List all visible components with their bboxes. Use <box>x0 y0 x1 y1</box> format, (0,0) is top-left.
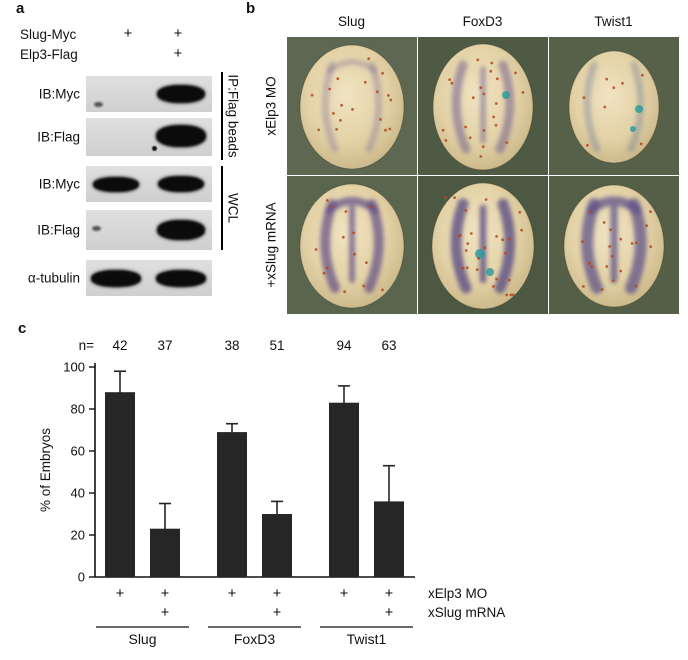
bracket-label-ip-flag-beads: IP:Flag beads <box>225 74 241 158</box>
bar <box>105 392 135 577</box>
n-value: 42 <box>112 338 127 353</box>
blot-image <box>86 210 212 250</box>
bracket-line <box>221 72 223 160</box>
embryo-image <box>549 176 679 314</box>
bar <box>329 402 359 577</box>
y-tick-label: 80 <box>71 402 85 417</box>
condition-label-slug-myc: Slug-Myc <box>20 27 77 42</box>
plus-mark: + <box>385 605 393 621</box>
plus-sign: + <box>123 26 133 42</box>
group-label: Slug <box>128 631 156 647</box>
embryo-image <box>287 176 417 314</box>
blot-image <box>86 118 212 156</box>
protein-band <box>158 176 204 192</box>
protein-band <box>157 85 205 103</box>
embryo-image <box>418 176 548 314</box>
plus-sign: + <box>173 26 183 42</box>
y-tick-label: 40 <box>71 486 85 501</box>
plus-mark: + <box>273 605 281 621</box>
plus-mark: + <box>116 586 124 602</box>
embryo-image <box>549 37 679 175</box>
n-value: 63 <box>381 338 396 353</box>
n-value: 51 <box>269 338 284 353</box>
condition-row-label: xElp3 MO <box>428 586 487 601</box>
embryo-photo <box>287 176 417 314</box>
blot-antibody-label: IB:Flag <box>37 129 80 145</box>
bar-chart: 0 20 40 60 80 100 % of Embryos n= 42 37 38 51 94 63 + +… <box>38 338 505 647</box>
condition-row-label: xSlug mRNA <box>428 605 505 620</box>
blot-row: α-tubulin <box>18 260 218 296</box>
embryo-photo <box>418 176 548 314</box>
y-axis-title: % of Embryos <box>38 428 53 512</box>
panel-c-label: c <box>18 320 27 337</box>
embryo-photo <box>418 37 548 175</box>
blot-row: IB:Myc <box>18 76 218 112</box>
plus-mark: + <box>161 605 169 621</box>
blot-row: IB:Myc <box>18 166 218 202</box>
y-tick-label: 60 <box>71 444 85 459</box>
group-label: FoxD3 <box>234 631 275 647</box>
column-header-foxd3: FoxD3 <box>462 14 503 29</box>
column-header-twist1: Twist1 <box>594 14 633 29</box>
protein-band <box>156 125 206 147</box>
blot-speck <box>152 146 157 151</box>
embryo-photo <box>549 37 679 175</box>
blot-antibody-label: IB:Flag <box>37 222 80 238</box>
blot-antibody-label: IB:Myc <box>38 86 80 102</box>
row-label-xelp3-mo: xElp3 MO <box>263 76 279 136</box>
protein-band <box>157 220 205 240</box>
y-tick-label: 20 <box>71 528 85 543</box>
plus-mark: + <box>161 586 169 602</box>
column-header-slug: Slug <box>337 14 366 29</box>
embryo-image <box>418 37 548 175</box>
plus-mark: + <box>273 586 281 602</box>
plus-mark: + <box>385 586 393 602</box>
n-value: 94 <box>336 338 352 353</box>
embryo-photo <box>287 37 417 175</box>
protein-band <box>93 176 139 192</box>
blot-row: IB:Flag <box>18 210 218 250</box>
embryo-photo <box>549 176 679 314</box>
protein-band <box>91 269 141 287</box>
group-label: Twist1 <box>347 631 387 647</box>
bracket-line <box>221 166 223 250</box>
row-label-xslug-mrna: +xSlug mRNA <box>263 202 279 288</box>
bar <box>217 432 247 577</box>
blot-image <box>86 76 212 112</box>
blot-row: IB:Flag <box>18 118 218 156</box>
bracket-label-wcl: WCL <box>225 193 241 223</box>
blot-image <box>86 260 212 296</box>
y-tick-label: 100 <box>63 360 85 375</box>
blot-antibody-label: α-tubulin <box>27 270 80 286</box>
plus-mark: + <box>340 586 348 602</box>
condition-label-elp3-flag: Elp3-Flag <box>20 47 78 62</box>
protein-band <box>156 269 206 287</box>
n-equals-label: n= <box>79 338 95 353</box>
faint-band <box>94 102 103 107</box>
panel-b-label: b <box>246 0 256 17</box>
plus-mark: + <box>228 586 236 602</box>
panel-a-label: a <box>16 0 25 17</box>
blot-antibody-label: IB:Myc <box>38 176 80 192</box>
n-value: 38 <box>224 338 239 353</box>
y-tick-label: 0 <box>78 570 85 585</box>
faint-band <box>92 226 101 231</box>
n-value: 37 <box>157 338 172 353</box>
plus-sign: + <box>173 46 183 62</box>
embryo-image <box>287 37 417 175</box>
blot-image <box>86 166 212 202</box>
